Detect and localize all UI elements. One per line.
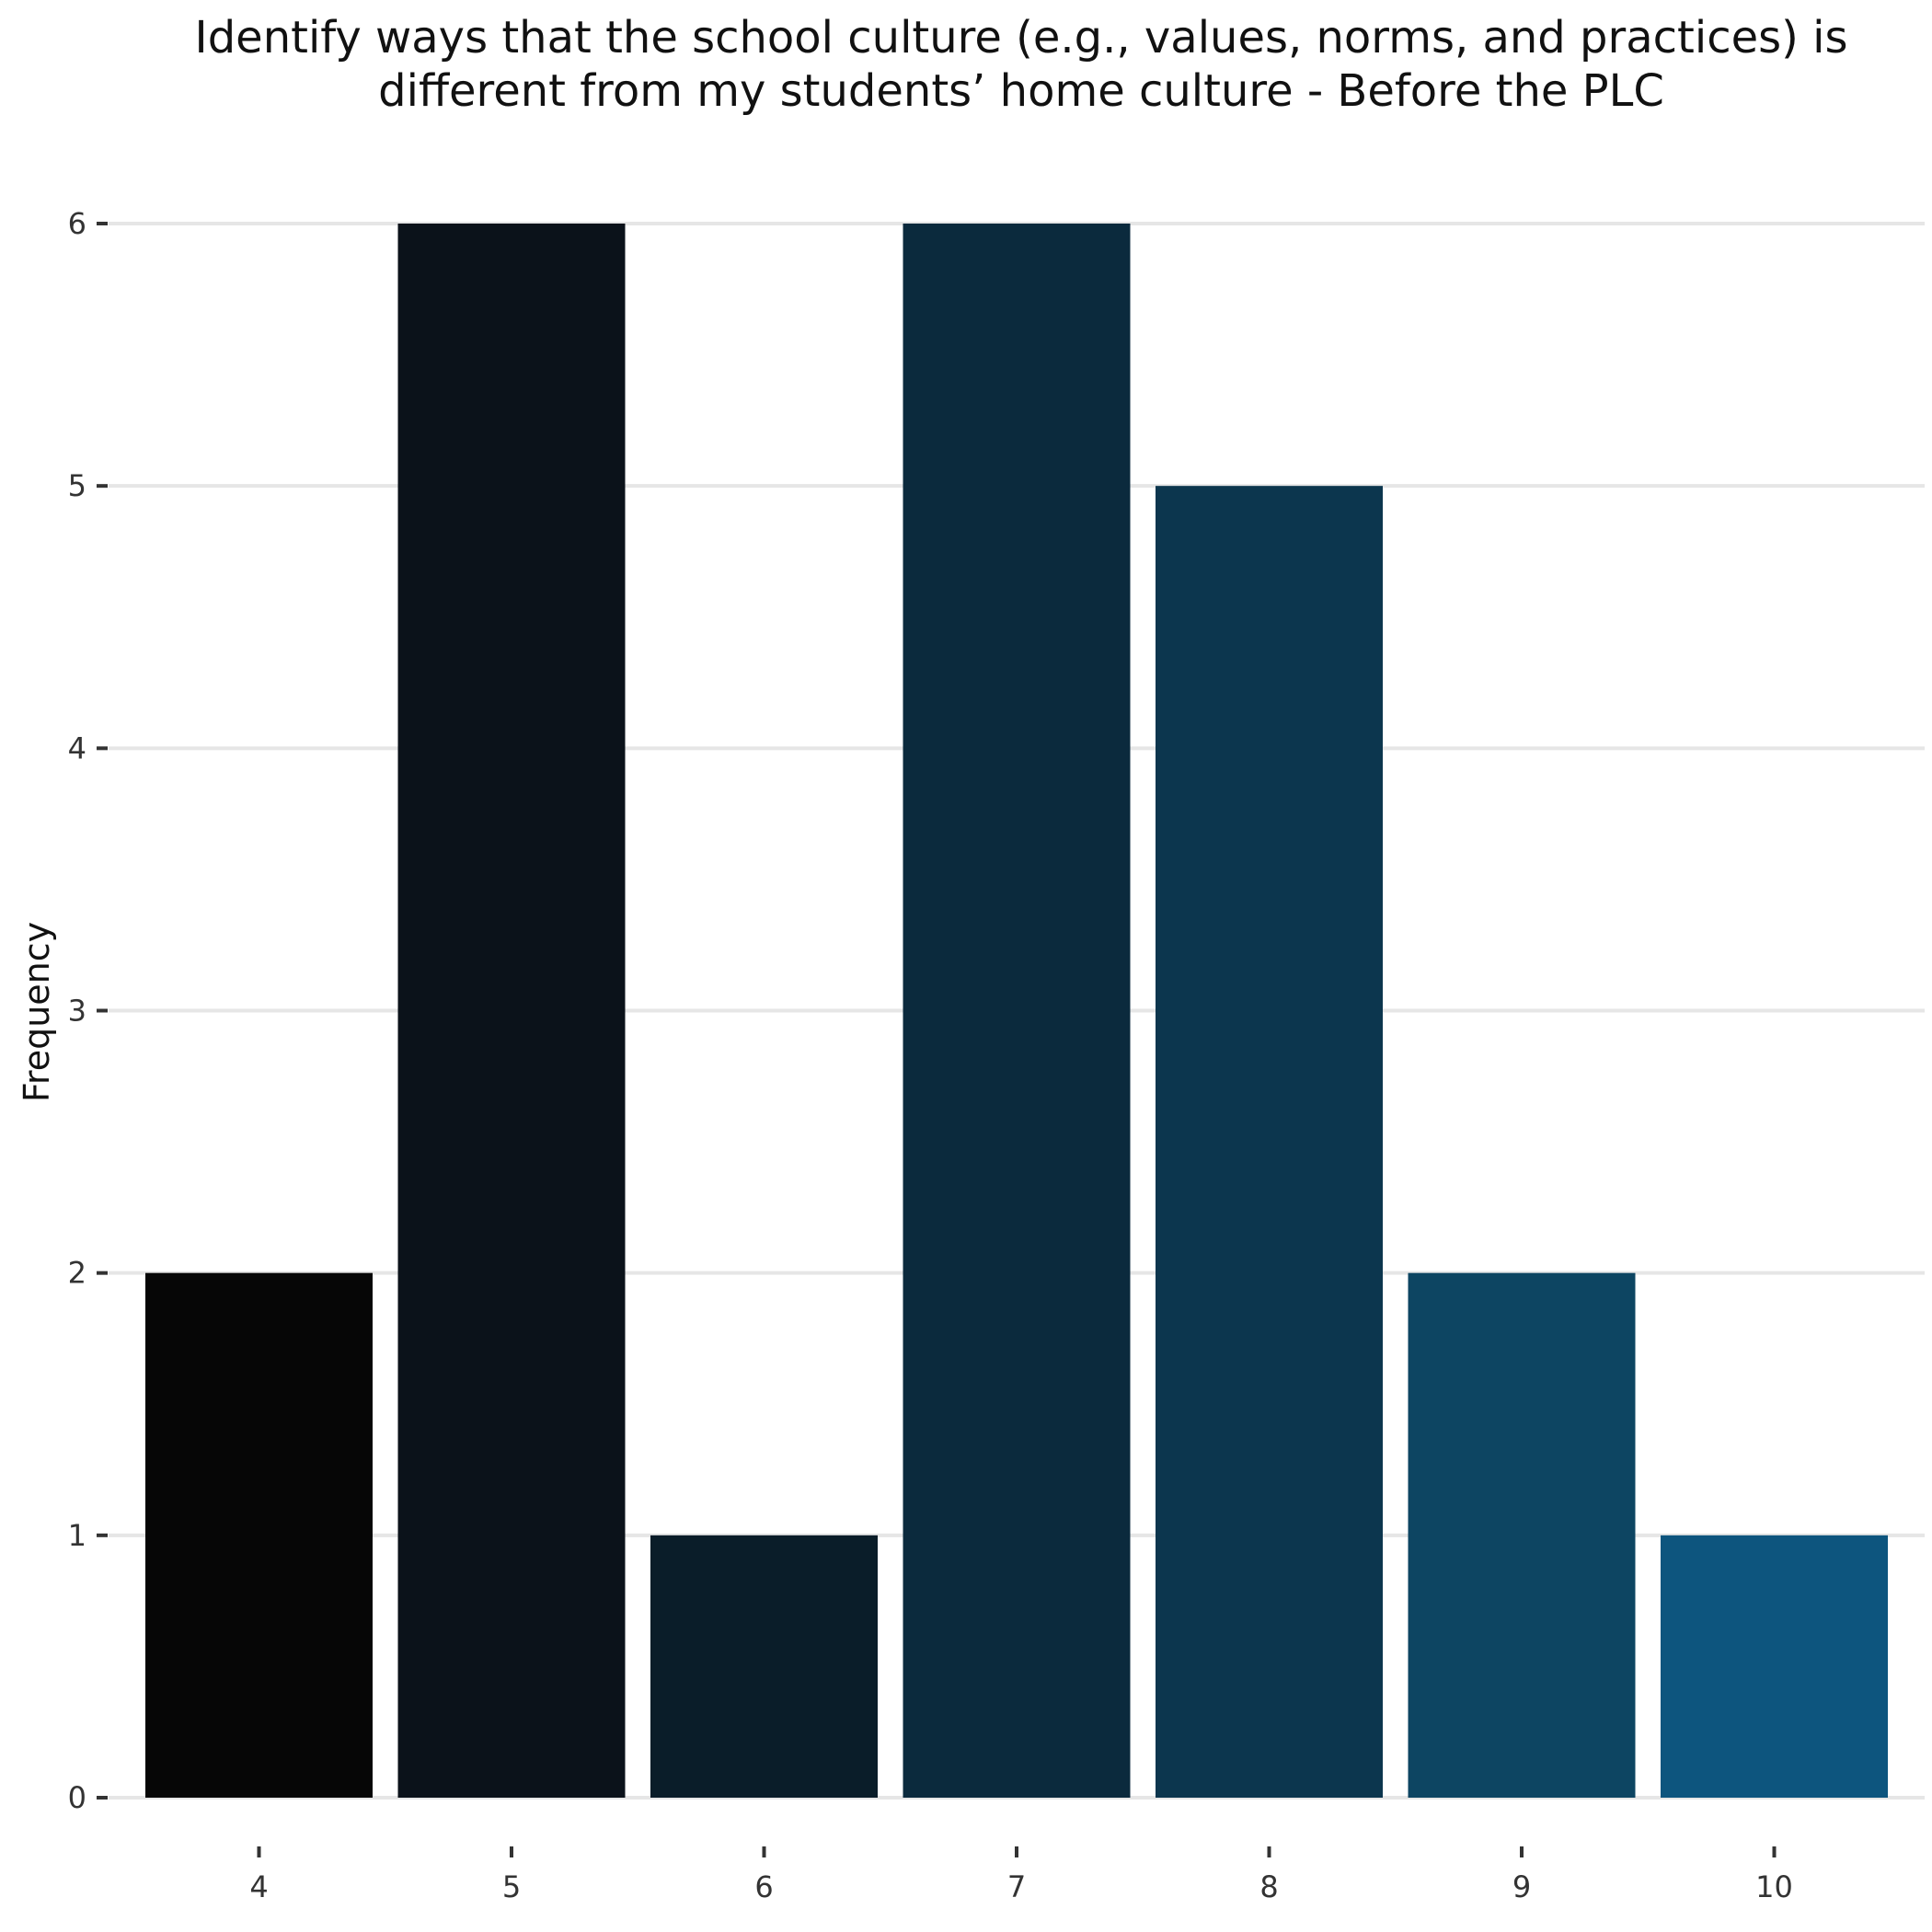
bar-5 (397, 224, 626, 1798)
chart-title-line-1: Identify ways that the school culture (e… (194, 12, 1848, 63)
x-tick-label: 7 (1007, 1869, 1026, 1904)
bar-6 (650, 1535, 878, 1798)
chart-title: Identify ways that the school culture (e… (55, 11, 1932, 118)
bar-7 (903, 224, 1131, 1798)
bar-10 (1661, 1535, 1888, 1798)
x-tick-label: 4 (249, 1869, 268, 1904)
y-tick-label: 3 (68, 994, 86, 1029)
bar-9 (1408, 1272, 1636, 1798)
y-tick-label: 5 (68, 468, 86, 503)
bar-8 (1156, 486, 1383, 1798)
bars (145, 224, 1888, 1798)
y-tick-label: 1 (68, 1518, 86, 1553)
chart-title-line-2: different from my students’ home culture… (378, 65, 1664, 117)
y-tick-label: 2 (68, 1256, 86, 1291)
y-axis: 0 1 2 3 4 5 6 (68, 206, 108, 1815)
y-tick-label: 4 (68, 730, 86, 765)
x-tick-label: 5 (502, 1869, 521, 1904)
x-axis: 4 5 6 7 8 9 10 (249, 1846, 1793, 1904)
x-tick-label: 8 (1259, 1869, 1278, 1904)
y-axis-title: Frequency (17, 922, 57, 1102)
x-tick-label: 6 (754, 1869, 773, 1904)
x-tick-label: 10 (1755, 1869, 1793, 1904)
y-tick-label: 6 (68, 206, 86, 241)
bar-4 (145, 1272, 373, 1798)
y-tick-label: 0 (68, 1780, 86, 1815)
x-tick-label: 9 (1512, 1869, 1531, 1904)
